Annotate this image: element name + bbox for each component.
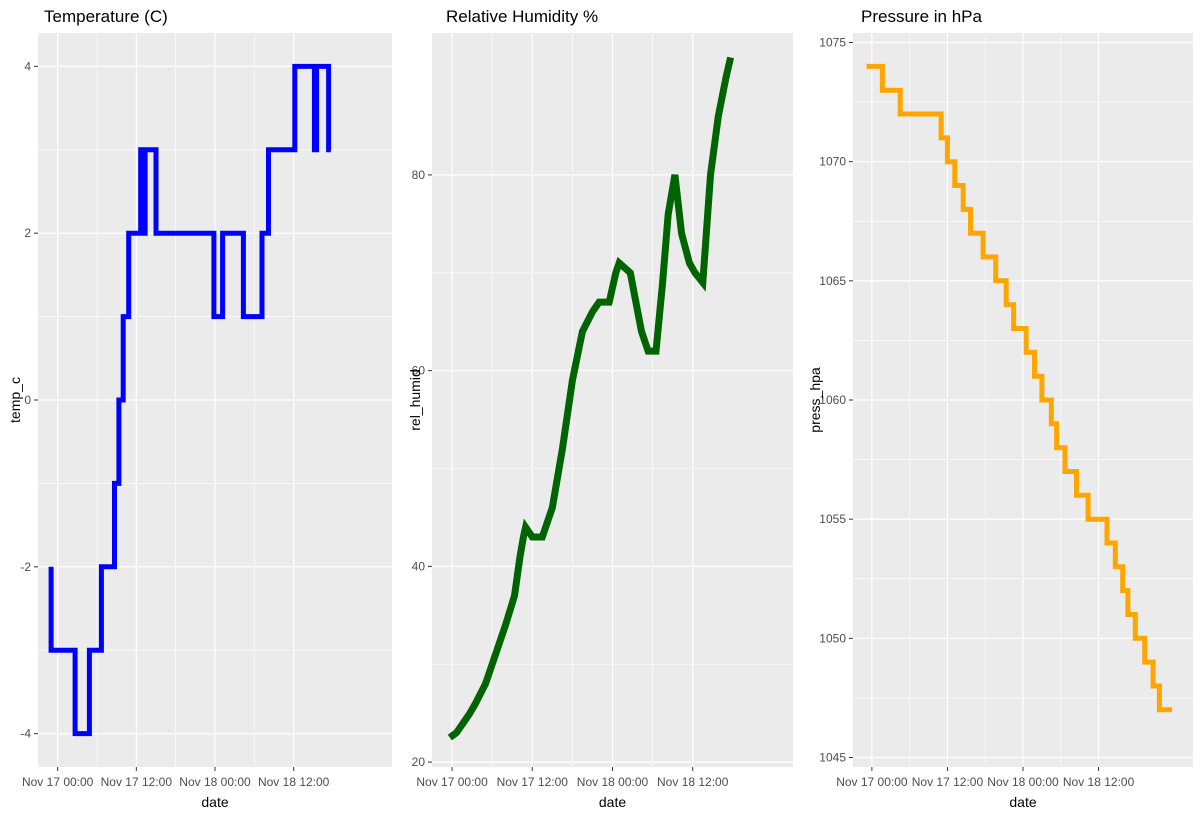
x-tick-label: Nov 17 12:00 <box>101 775 173 789</box>
y-tick-label: 1055 <box>819 512 846 526</box>
x-tick-label: Nov 17 00:00 <box>22 775 94 789</box>
y-tick-label: 40 <box>412 559 426 573</box>
x-tick-label: Nov 17 12:00 <box>497 775 569 789</box>
series-line <box>866 63 1172 713</box>
y-tick-label: 60 <box>412 364 426 378</box>
y-tick-label: 1075 <box>819 36 846 50</box>
y-tick-label: 20 <box>412 755 426 769</box>
y-tick-label: 0 <box>24 393 31 407</box>
y-tick-label: 1065 <box>819 274 846 288</box>
series-line <box>48 63 332 737</box>
y-tick-label: 1070 <box>819 155 846 169</box>
y-tick-label: 1045 <box>819 750 846 764</box>
y-axis-title: press_hpa <box>807 367 823 433</box>
y-tick-label: -4 <box>20 727 31 741</box>
y-axis-title: temp_c <box>7 377 23 423</box>
x-axis-title: date <box>1009 794 1036 810</box>
chart-panel-3: Nov 17 00:00 Nov 17 12:00 Nov 18 00:00 Nov … <box>807 7 1193 810</box>
y-tick-label: 80 <box>412 168 426 182</box>
y-tick-label: 2 <box>24 226 31 240</box>
x-tick-label: Nov 18 00:00 <box>577 775 649 789</box>
x-tick-label: Nov 18 12:00 <box>657 775 729 789</box>
chart-panel-1: Nov 17 00:00 Nov 17 12:00 Nov 18 00:00 Nov … <box>7 7 392 810</box>
chart-title: Pressure in hPa <box>861 7 982 26</box>
y-tick-label: 1050 <box>819 631 846 645</box>
x-tick-label: Nov 17 00:00 <box>836 775 908 789</box>
x-tick-label: Nov 18 00:00 <box>179 775 251 789</box>
y-axis-title: rel_humid <box>407 369 423 430</box>
y-tick-label: 1060 <box>819 393 846 407</box>
chart-title: Temperature (C) <box>44 7 168 26</box>
y-tick-label: -2 <box>20 560 31 574</box>
x-tick-label: Nov 18 12:00 <box>1063 775 1135 789</box>
x-axis-title: date <box>599 794 626 810</box>
y-tick-label: 4 <box>24 59 31 73</box>
chart-title: Relative Humidity % <box>446 7 598 26</box>
x-tick-label: Nov 17 12:00 <box>912 775 984 789</box>
x-tick-label: Nov 17 00:00 <box>416 775 488 789</box>
chart-panel-2: Nov 17 00:00 Nov 17 12:00 Nov 18 00:00 Nov … <box>407 7 793 810</box>
x-tick-label: Nov 18 12:00 <box>258 775 330 789</box>
series-line <box>447 56 735 741</box>
x-axis-title: date <box>201 794 228 810</box>
x-tick-label: Nov 18 00:00 <box>987 775 1059 789</box>
